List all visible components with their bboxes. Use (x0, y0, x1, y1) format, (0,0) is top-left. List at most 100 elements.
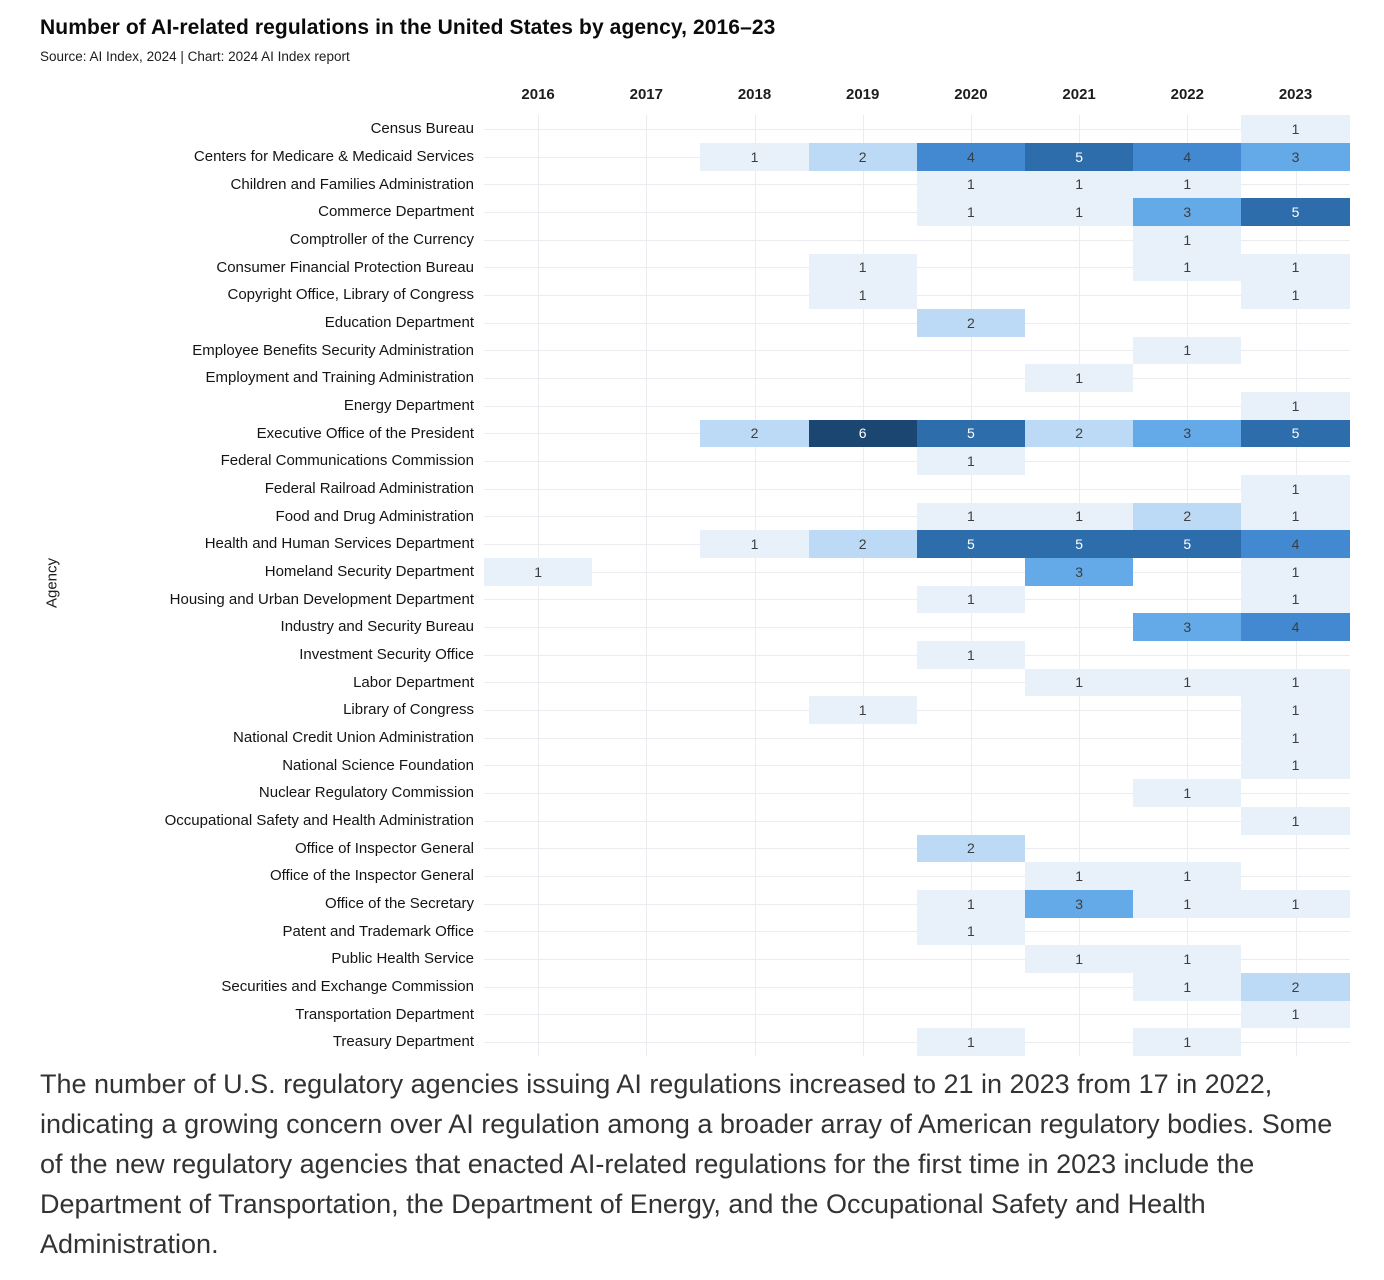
x-axis-tick-year: 2017 (629, 86, 663, 103)
heatmap-cell: 1 (1241, 1000, 1350, 1029)
grid-line-horizontal (484, 239, 1350, 241)
y-axis-tick-agency: Labor Department (353, 673, 474, 691)
heatmap-cell: 1 (1133, 862, 1242, 890)
grid-line-horizontal (484, 129, 1350, 131)
x-axis-tick-year: 2020 (954, 86, 988, 103)
x-axis-tick-year: 2023 (1278, 86, 1313, 103)
heatmap-cell: 5 (1241, 419, 1350, 448)
heatmap-cell: 4 (916, 142, 1025, 171)
heatmap-cell: 1 (1133, 668, 1242, 697)
y-axis-tick-agency: Office of Inspector General (295, 839, 474, 857)
y-axis-tick-agency: Transportation Department (295, 1005, 474, 1023)
y-axis-tick-agency: National Science Foundation (282, 756, 474, 774)
heatmap-cell: 3 (1025, 889, 1134, 918)
grid-line-vertical (646, 115, 648, 1056)
heatmap-cell: 1 (1025, 945, 1134, 973)
grid-line-horizontal (484, 350, 1350, 352)
y-axis-tick-agency: Comptroller of the Currency (289, 230, 474, 248)
grid-line-horizontal (484, 405, 1350, 407)
heatmap-cell: 1 (1133, 336, 1242, 365)
y-axis-tick-agency: Library of Congress (343, 701, 474, 719)
y-axis-tick-agency: Centers for Medicare & Medicaid Services (193, 147, 474, 165)
heatmap-cell: 1 (916, 1028, 1025, 1056)
heatmap-cell: 1 (1241, 391, 1350, 420)
heatmap-cell: 1 (916, 502, 1025, 531)
heatmap-cell: 2 (1241, 972, 1350, 1001)
grid-line-horizontal (484, 765, 1350, 767)
grid-line-vertical (1295, 115, 1297, 1056)
x-axis-tick-year: 2018 (737, 86, 772, 103)
grid-line-horizontal (484, 295, 1350, 297)
heatmap-cell: 2 (916, 834, 1025, 863)
y-axis-tick-agency: Commerce Department (318, 203, 474, 221)
grid-line-horizontal (484, 571, 1350, 573)
heatmap-cell: 1 (916, 889, 1025, 918)
heatmap-cell: 1 (1025, 198, 1134, 226)
heatmap-cell: 1 (1025, 364, 1134, 392)
grid-line-horizontal (484, 378, 1350, 380)
heatmap-cell: 1 (1241, 668, 1350, 697)
heatmap-cell: 4 (1133, 142, 1242, 171)
y-axis-tick-agency: Nuclear Regulatory Commission (258, 784, 474, 802)
x-axis-tick-year: 2022 (1170, 86, 1204, 103)
heatmap-cell: 1 (916, 198, 1025, 226)
heatmap-cell: 3 (1133, 613, 1242, 641)
y-axis-tick-agency: Employment and Training Administration (205, 369, 474, 387)
y-axis-tick-agency: National Credit Union Administration (233, 728, 474, 746)
heatmap-cell: 1 (808, 696, 917, 724)
heatmap-cell: 2 (1025, 419, 1134, 448)
heatmap-cell: 1 (1241, 253, 1350, 282)
heatmap-cell: 2 (808, 530, 917, 558)
y-axis-tick-agency: Homeland Security Department (264, 562, 474, 580)
heatmap-cell: 3 (1133, 419, 1242, 448)
y-axis-tick-agency: Housing and Urban Development Department (169, 590, 474, 608)
heatmap-cell: 1 (1025, 862, 1134, 890)
x-axis-tick-year: 2019 (846, 86, 880, 103)
y-axis-tick-agency: Executive Office of the President (256, 424, 474, 442)
heatmap-cell: 1 (916, 447, 1025, 475)
y-axis-tick-agency: Office of the Inspector General (269, 867, 474, 885)
x-axis-tick-year: 2016 (521, 86, 555, 103)
y-axis-tick-agency: Consumer Financial Protection Bureau (216, 258, 474, 276)
heatmap-cell: 1 (1133, 1028, 1242, 1056)
grid-line-horizontal (484, 959, 1350, 961)
heatmap-cell: 2 (1133, 502, 1242, 531)
heatmap-cell: 1 (700, 530, 809, 558)
heatmap-cell: 1 (808, 253, 917, 282)
heatmap-cell: 5 (1025, 530, 1134, 558)
grid-line-horizontal (484, 488, 1350, 490)
grid-line-vertical (970, 115, 972, 1056)
y-axis-tick-agency: Office of the Secretary (325, 894, 474, 912)
heatmap-cell: 1 (1241, 751, 1350, 780)
y-axis-tick-agency: Patent and Trademark Office (282, 922, 475, 940)
heatmap-cell: 5 (1025, 142, 1134, 171)
heatmap-cell: 1 (916, 170, 1025, 199)
heatmap-cell: 1 (1133, 170, 1242, 199)
heatmap-cell: 1 (916, 917, 1025, 946)
grid-line-horizontal (484, 1014, 1350, 1016)
y-axis-tick-agency: Securities and Exchange Commission (221, 977, 474, 995)
y-axis-tick-agency: Health and Human Services Department (204, 535, 474, 553)
heatmap-cell: 1 (1241, 585, 1350, 614)
heatmap-cell: 1 (1133, 945, 1242, 973)
heatmap-cell: 3 (1133, 198, 1242, 226)
grid-line-horizontal (484, 710, 1350, 712)
grid-line-horizontal (484, 986, 1350, 988)
grid-line-horizontal (484, 267, 1350, 269)
grid-line-vertical (1079, 115, 1081, 1056)
heatmap-cell: 1 (1241, 474, 1350, 503)
y-axis-tick-agency: Federal Communications Commission (220, 452, 474, 470)
heatmap-cell: 2 (808, 142, 917, 171)
heatmap-cell: 1 (1241, 889, 1350, 918)
heatmap-cell: 6 (808, 419, 917, 448)
chart-source-line: Source: AI Index, 2024 | Chart: 2024 AI … (40, 49, 350, 64)
chart-caption: The number of U.S. regulatory agencies i… (40, 1069, 1333, 1259)
y-axis-tick-agency: Investment Security Office (299, 645, 474, 663)
grid-line-horizontal (484, 627, 1350, 629)
heatmap-cell: 1 (1241, 502, 1350, 531)
heatmap-cell: 1 (484, 557, 593, 586)
grid-line-horizontal (484, 737, 1350, 739)
heatmap-cell: 3 (1025, 557, 1134, 586)
grid-line-vertical (538, 115, 540, 1056)
heatmap-cell: 1 (1133, 253, 1242, 282)
